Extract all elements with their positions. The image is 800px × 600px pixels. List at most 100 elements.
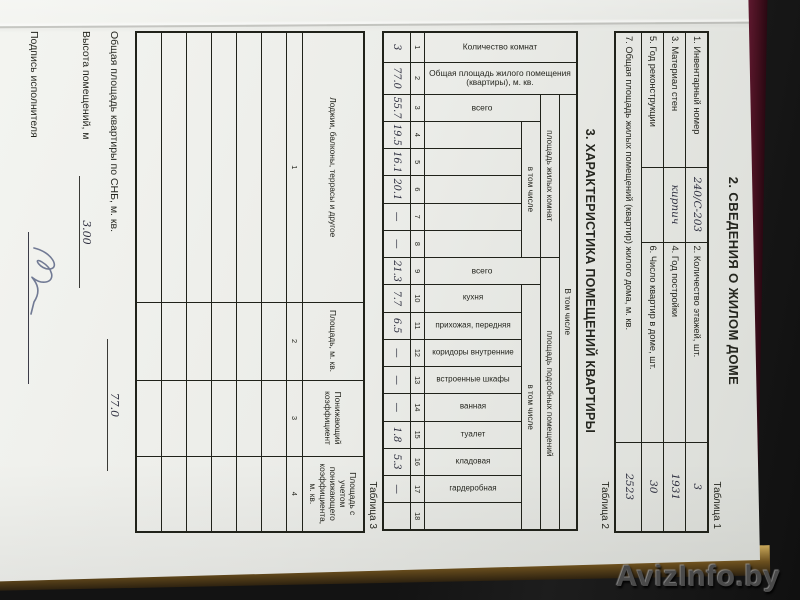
table-header-row: всего в том числе всего в том числе [424, 32, 541, 530]
t2-leaf-empty [424, 175, 522, 203]
vertical-label: коридоры внутренние [432, 347, 514, 357]
data-row: 3 77.0 55.7 19.5 16.1 20.1 — — 21.3 7.7 … [383, 32, 411, 530]
t3-empty-cell [236, 32, 262, 302]
table-row: 1. Инвентарный номер 240/С-203 2. Количе… [685, 32, 708, 532]
t2-header-aux-area: площадь подсобных помещений [540, 257, 560, 530]
col-num: 11 [410, 312, 425, 340]
t2-value: 16.1 [383, 148, 411, 176]
col-num: 6 [410, 175, 425, 203]
vertical-label: кладовая [455, 456, 491, 466]
total-area-value: 77.0 [107, 338, 121, 471]
room-height-line: Высота помещений, м 3.00 [79, 31, 93, 531]
col-num: 5 [410, 148, 425, 176]
t2-value: 55.7 [383, 94, 411, 122]
t3-header: Понижающий коэффициент [302, 380, 364, 456]
t2-leaf-empty [424, 502, 522, 530]
t2-header-rooms: Количество комнат [424, 32, 577, 62]
table1-label: Таблица 1 [711, 481, 722, 529]
col-num: 2 [410, 62, 425, 94]
t2-leaf-closets: встроенные шкафы [424, 366, 522, 394]
signature-line [28, 231, 57, 384]
t2-leaf-toilet: туалет [424, 421, 522, 449]
col-num: 17 [410, 475, 425, 503]
col-num: 1 [286, 32, 303, 302]
t2-value: 20.1 [383, 175, 411, 203]
balconies-table: Лоджии, балконы, террасы и другое Площад… [135, 31, 365, 533]
col-num: 9 [410, 257, 425, 285]
t2-leaf-empty [424, 148, 522, 176]
table-row: 7. Общая площадь жилых помещений (кварти… [615, 32, 642, 532]
t3-empty-cell [211, 302, 237, 380]
t2-value: 1.8 [383, 421, 411, 449]
t3-empty-cell [136, 380, 162, 456]
t1-value [641, 167, 664, 242]
t2-value: — [383, 339, 411, 367]
table3-label: Таблица 3 [367, 481, 378, 529]
t3-empty-cell [236, 456, 262, 532]
building-info-table: 1. Инвентарный номер 240/С-203 2. Количе… [614, 31, 709, 533]
table-row: 5. Год реконструкции 6. Число квартир в … [641, 32, 664, 532]
t1-label: 5. Год реконструкции [641, 32, 664, 167]
t1-label: 4. Год постройки [663, 242, 686, 442]
t2-value: — [383, 366, 411, 394]
t2-leaf-corridors: коридоры внутренние [424, 339, 522, 367]
t1-label: 1. Инвентарный номер [685, 32, 708, 167]
t2-header-aux-total: всего [424, 257, 541, 285]
col-num: 7 [410, 203, 425, 231]
t1-label: 6. Число квартир в доме, шт. [641, 242, 664, 442]
t3-empty-cell [136, 456, 162, 532]
signature-label: Подпись исполнителя [28, 31, 40, 138]
t2-value: 6.5 [383, 312, 411, 340]
total-area-label: Общая площадь квартиры по СНБ, м. кв. [108, 31, 120, 232]
table-row [261, 32, 287, 532]
t1-label: 3. Материал стен [663, 32, 686, 167]
table-row: 3. Материал стен кирпич 4. Год постройки… [663, 32, 686, 532]
col-num: 3 [286, 380, 303, 456]
table-row [161, 32, 187, 532]
table-row [236, 32, 262, 532]
section3-title: 3. ХАРАКТЕРИСТИКА ПОМЕЩЕНИЙ КВАРТИРЫ [583, 128, 597, 434]
table-header-row: Лоджии, балконы, террасы и другое Площад… [302, 32, 364, 532]
t3-header: Лоджии, балконы, террасы и другое [302, 32, 364, 302]
t2-header-aux-incl: в том числе [521, 284, 541, 530]
col-num: 16 [410, 448, 425, 476]
t2-leaf-pantry: кладовая [424, 448, 522, 476]
table-row [186, 32, 212, 532]
t3-empty-cell [161, 32, 187, 302]
t3-empty-cell [261, 380, 287, 456]
col-num: 2 [286, 302, 303, 380]
vertical-label: кухня [462, 292, 484, 302]
t2-header-total-area: Общая площадь жилого помещения (квартиры… [424, 62, 577, 94]
t2-leaf-hall: прихожая, передняя [424, 312, 522, 340]
vertical-label: всего [472, 102, 493, 113]
vertical-label: встроенные шкафы [436, 374, 510, 384]
vertical-label: всего [472, 265, 493, 276]
column-number-row: 1 2 3 4 [286, 32, 303, 532]
total-area-line: Общая площадь квартиры по СНБ, м. кв. 77… [107, 31, 121, 531]
apartment-characteristics-table: Количество комнат Общая площадь жилого п… [382, 31, 578, 531]
t1-value: 240/С-203 [685, 167, 708, 242]
t3-empty-cell [236, 380, 262, 456]
t2-value: — [383, 230, 411, 258]
t3-empty-cell [186, 302, 212, 380]
t2-value: 3 [383, 32, 411, 62]
t2-value: — [383, 475, 411, 503]
col-num: 12 [410, 339, 425, 367]
signature-icon [30, 246, 56, 315]
t2-leaf-kitchen: кухня [424, 284, 522, 312]
t1-label: 2. Количество этажей, шт. [685, 242, 708, 442]
column-number-row: 1 2 3 4 5 6 7 8 9 10 11 12 13 14 15 16 1… [410, 32, 425, 530]
t1-label: 7. Общая площадь жилых помещений (кварти… [615, 32, 642, 442]
t2-value: — [383, 203, 411, 231]
t3-empty-cell [211, 380, 237, 456]
t2-leaf-empty [424, 121, 522, 149]
t1-value: 3 [685, 442, 708, 532]
document-content: 2. СВЕДЕНИЯ О ЖИЛОМ ДОМЕ Таблица 1 1. Ин… [28, 31, 741, 533]
t3-empty-cell [161, 456, 187, 532]
t2-header-living-total: всего [424, 94, 541, 122]
vertical-label: гардеробная [449, 483, 497, 493]
vertical-label: Общая площадь жилого помещения (квартиры… [429, 67, 572, 87]
t3-empty-cell [161, 302, 187, 380]
vertical-label: ванная [459, 401, 487, 411]
